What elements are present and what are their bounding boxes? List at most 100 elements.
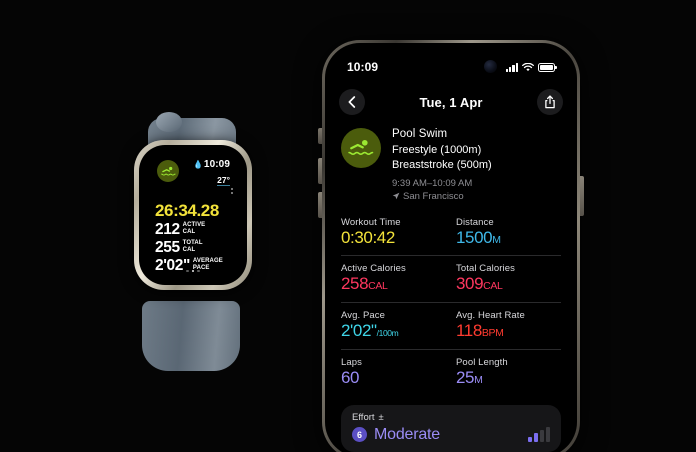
watch-screen: 💧 10:09 27° 26:34.28 212 ACTIVE CAL	[148, 154, 238, 276]
metric-value: 25M	[456, 367, 561, 388]
metric-unit: M	[492, 233, 501, 246]
watch-workout-metrics: 26:34.28 212 ACTIVE CAL 255 TOTAL	[155, 202, 234, 276]
metric-number: 118	[456, 321, 482, 341]
watch-total-cal-unit-1: TOTAL	[182, 240, 203, 247]
swimmer-icon	[157, 160, 179, 182]
phone-nav-bar: Tue, 1 Apr	[325, 85, 577, 119]
metric-avg-heart-rate: Avg. Heart Rate 118BPM	[446, 310, 561, 341]
metric-row: Avg. Pace 2'02"/100m Avg. Heart Rate 118…	[341, 302, 561, 349]
metric-distance: Distance 1500M	[446, 217, 561, 248]
watch-case: 💧 10:09 27° 26:34.28 212 ACTIVE CAL	[134, 140, 252, 290]
metric-label: Pool Length	[456, 356, 508, 368]
watch-avg-pace-unit-2: PACE	[192, 265, 210, 272]
back-button[interactable]	[339, 89, 365, 115]
watch-scroll-indicator	[231, 188, 233, 194]
swimmer-icon	[341, 128, 381, 168]
watch-metric-avg-pace: 2'02" AVERAGE PACE	[155, 257, 234, 274]
metric-avg-pace: Avg. Pace 2'02"/100m	[341, 310, 446, 341]
metric-value: 258CAL	[341, 275, 446, 294]
phone-volume-up-button[interactable]	[318, 158, 322, 184]
apple-watch-ultra: 💧 10:09 27° 26:34.28 212 ACTIVE CAL	[118, 112, 288, 371]
metric-number: 0:30:42	[341, 227, 395, 247]
metric-number: 309	[456, 274, 484, 294]
effort-value-row: 6 Moderate	[352, 426, 440, 444]
effort-label: Effort	[352, 411, 375, 423]
phone-power-button[interactable]	[580, 176, 584, 216]
phone-volume-down-button[interactable]	[318, 192, 322, 218]
watch-metric-active-cal: 212 ACTIVE CAL	[155, 221, 234, 238]
metric-number: 258	[341, 274, 369, 294]
watch-distance-value: 1305	[155, 275, 189, 276]
metric-pool-length: Pool Length 25M	[446, 357, 561, 388]
watch-avg-pace-unit-1: AVERAGE	[192, 258, 223, 265]
metric-value: 309CAL	[456, 275, 561, 294]
location-arrow-icon	[392, 193, 400, 200]
metric-value: 1500M	[456, 227, 561, 248]
workout-detail-2: Breaststroke (500m)	[392, 158, 492, 171]
workout-detail-1: Freestyle (1000m)	[392, 143, 482, 156]
metric-value: 0:30:42	[341, 227, 446, 248]
phone-mute-switch[interactable]	[318, 128, 322, 144]
watch-avg-pace-unit: AVERAGE PACE	[193, 258, 223, 272]
iphone-device: 10:09 Tue, 1 Apr	[318, 40, 584, 452]
metric-unit: /100m	[376, 328, 399, 339]
chevron-left-icon	[348, 96, 356, 108]
metric-number: 2'02"	[341, 321, 377, 341]
cellular-bars-icon	[505, 62, 518, 72]
metric-label: Distance	[456, 216, 494, 228]
workout-metrics-grid: Workout Time 0:30:42 Distance 1500M Acti…	[341, 213, 561, 396]
metric-value: 2'02"/100m	[341, 321, 446, 341]
metric-active-calories: Active Calories 258CAL	[341, 263, 446, 294]
effort-plus-minus-icon: ±	[378, 411, 384, 423]
effort-info: Effort ± 6 Moderate	[352, 412, 440, 444]
metric-value: 118BPM	[456, 321, 561, 341]
metric-number: 1500	[456, 227, 493, 247]
metric-workout-time: Workout Time 0:30:42	[341, 217, 446, 248]
front-camera-icon	[484, 60, 497, 73]
metric-row: Laps 60 Pool Length 25M	[341, 348, 561, 396]
water-drop-icon: 💧	[192, 159, 203, 169]
metric-number: 25	[456, 367, 475, 387]
share-button[interactable]	[537, 89, 563, 115]
workout-time-range: 9:39 AM–10:09 AM	[392, 178, 473, 190]
workout-location-label: San Francisco	[403, 190, 464, 202]
watch-bezel: 💧 10:09 27° 26:34.28 212 ACTIVE CAL	[139, 145, 247, 285]
watch-avg-pace-value: 2'02"	[155, 256, 190, 274]
metric-label: Total Calories	[456, 263, 515, 275]
watch-active-cal-unit: ACTIVE CAL	[183, 222, 206, 236]
metric-label: Laps	[341, 356, 363, 368]
metric-label: Avg. Heart Rate	[456, 310, 525, 322]
watch-total-cal-unit-2: CAL	[182, 247, 196, 254]
watch-metric-total-cal: 255 TOTAL CAL	[155, 239, 234, 256]
phone-status-icons	[505, 62, 557, 72]
effort-card[interactable]: Effort ± 6 Moderate	[341, 404, 561, 452]
workout-header: Pool Swim Freestyle (1000m) Breaststroke…	[341, 121, 561, 202]
page-title: Tue, 1 Apr	[419, 94, 483, 110]
metric-unit: BPM	[481, 327, 504, 340]
metric-label: Workout Time	[341, 216, 401, 228]
workout-type: Pool Swim	[392, 128, 448, 140]
workout-location: San Francisco	[392, 191, 492, 202]
watch-time: 10:09	[203, 159, 230, 170]
battery-icon	[538, 62, 557, 72]
workout-header-text: Pool Swim Freestyle (1000m) Breaststroke…	[392, 125, 492, 202]
effort-score-badge: 6	[352, 427, 367, 443]
watch-total-cal-value: 255	[155, 238, 180, 256]
metric-label: Active Calories	[341, 263, 406, 275]
watch-total-cal-unit: TOTAL CAL	[183, 240, 203, 254]
metric-row: Active Calories 258CAL Total Calories 30…	[341, 255, 561, 302]
effort-bars-icon	[528, 426, 550, 444]
phone-screen: 10:09 Tue, 1 Apr	[325, 43, 577, 452]
metric-unit: CAL	[483, 280, 503, 293]
phone-status-time: 10:09	[347, 60, 379, 74]
share-icon	[545, 95, 555, 109]
metric-laps: Laps 60	[341, 357, 446, 388]
metric-total-calories: Total Calories 309CAL	[446, 263, 561, 294]
watch-active-cal-value: 212	[155, 220, 180, 238]
watch-temperature: 27°	[217, 175, 230, 186]
watch-active-cal-unit-1: ACTIVE	[182, 222, 206, 229]
watch-band-bottom	[142, 301, 240, 371]
watch-active-cal-unit-2: CAL	[182, 229, 196, 235]
watch-elapsed-timer: 26:34.28	[155, 201, 219, 220]
